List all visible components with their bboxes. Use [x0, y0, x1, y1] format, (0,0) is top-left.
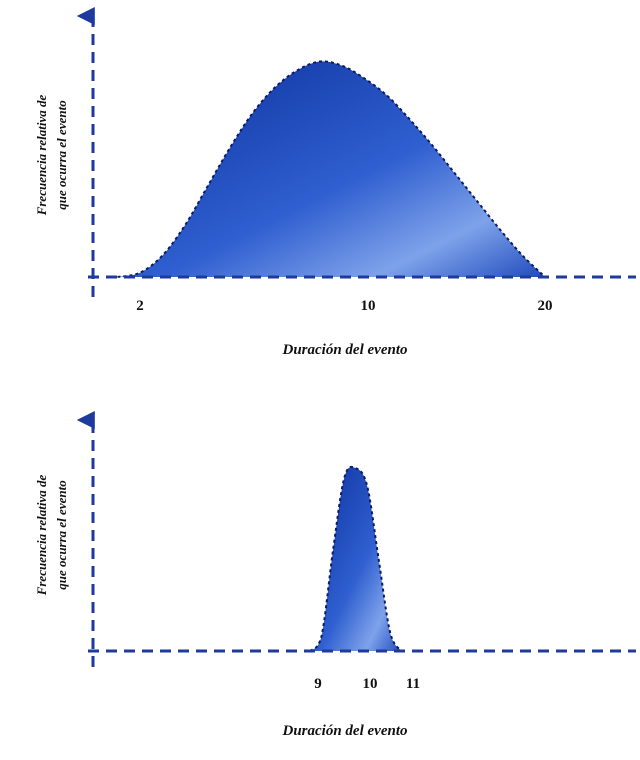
- chart-1-y-label-line-1: Frecuencia relativa de: [34, 94, 49, 216]
- chart-1-y-label-line-2: que ocurra el evento: [54, 100, 69, 210]
- chart-1-area-layer: [117, 60, 546, 278]
- chart-1-x-tick-20: 20: [538, 298, 553, 314]
- chart-2-y-label-line-1: Frecuencia relativa de: [34, 474, 49, 596]
- chart-1-x-tick-2: 2: [136, 298, 144, 314]
- chart-2-y-label-line-2: que ocurra el evento: [54, 480, 69, 590]
- chart-2-series-1-area: [310, 466, 402, 651]
- chart-2-series-1-outline: [309, 465, 403, 652]
- chart-1-x-tick-10: 10: [361, 298, 376, 314]
- chart-2-x-tick-10: 10: [363, 676, 378, 692]
- chart-1: Frecuencia relativa de que ocurra el eve…: [34, 7, 636, 358]
- chart-1-x-label: Duración del evento: [282, 342, 408, 358]
- chart-2: Frecuencia relativa de que ocurra el eve…: [34, 411, 636, 739]
- chart-1-series-1-area: [117, 61, 545, 278]
- chart-2-area-layer: [309, 465, 403, 652]
- chart-2-x-label: Duración del evento: [282, 723, 408, 739]
- chart-2-x-tick-11: 11: [406, 676, 420, 692]
- chart-1-series-1-outline: [117, 60, 546, 278]
- chart-2-x-tick-9: 9: [314, 676, 322, 692]
